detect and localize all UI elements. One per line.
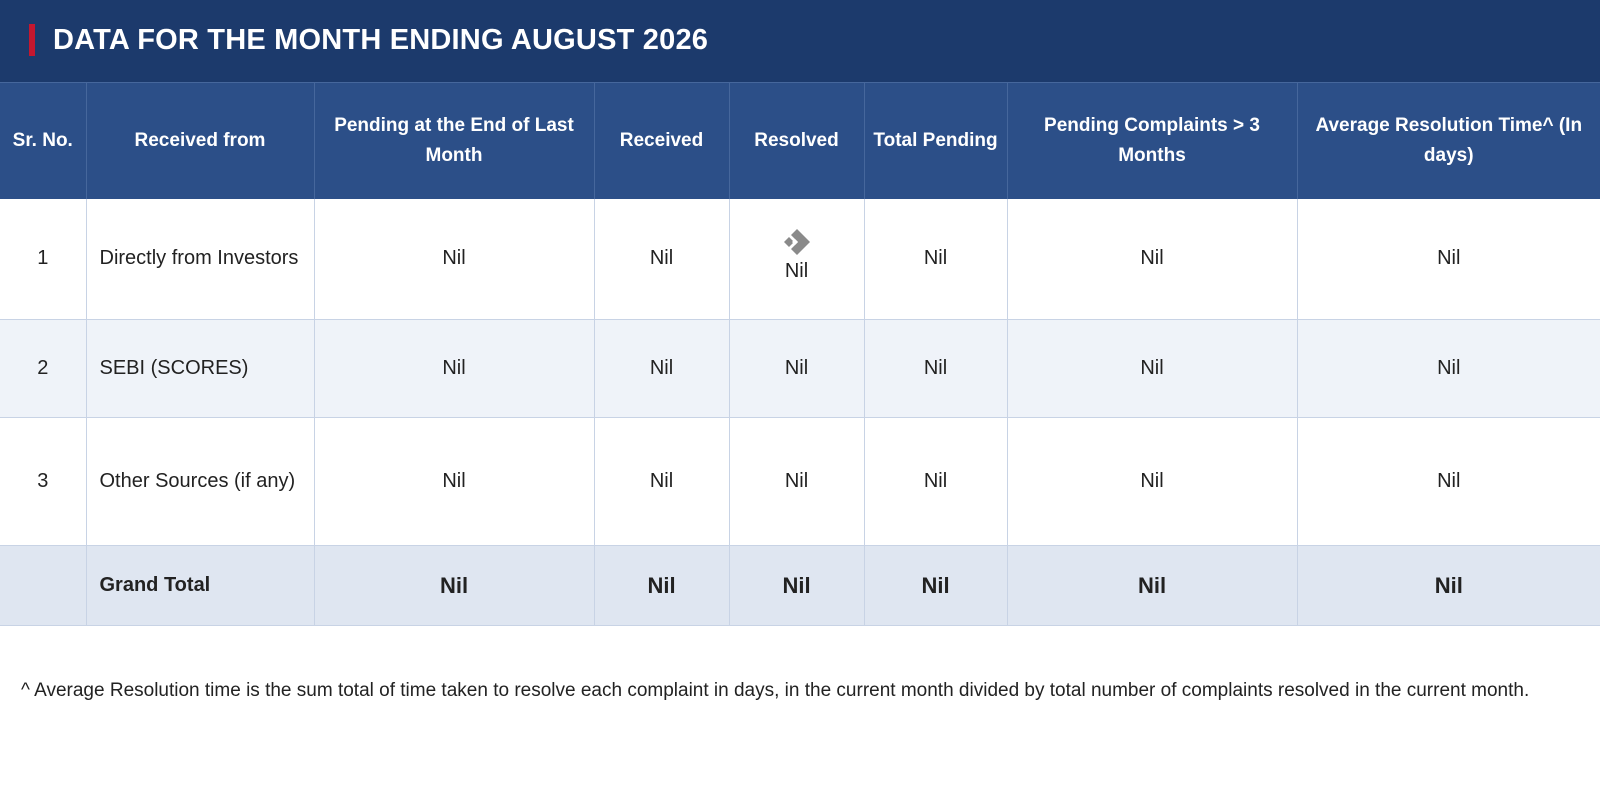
cell-avg-time: Nil (1296, 198, 1600, 320)
cell-resolved: Nil (728, 417, 864, 546)
cell-received: Nil (593, 198, 729, 320)
cell-sr-no: 3 (0, 417, 86, 546)
cell-source: Directly from Investors (85, 198, 314, 320)
header-resolved: Resolved (728, 82, 864, 199)
header-received-from: Received from (85, 82, 314, 199)
footnote: ^ Average Resolution time is the sum tot… (21, 680, 1530, 701)
header-pending-3-months: Pending Complaints > 3 Months (1006, 82, 1297, 199)
cell-pending-3m: Nil (1006, 198, 1297, 320)
total-avg-time: Nil (1296, 545, 1600, 626)
complaints-table: Sr. No. Received from Pending at the End… (0, 82, 1600, 626)
total-total-pending: Nil (863, 545, 1007, 626)
cell-total-pending: Nil (863, 417, 1007, 546)
cell-sr-no: 1 (0, 198, 86, 320)
header-avg-resolution-time: Average Resolution Time^ (In days) (1296, 82, 1600, 199)
header-total-pending: Total Pending (863, 82, 1007, 199)
cell-total-pending: Nil (863, 198, 1007, 320)
title-bar: DATA FOR THE MONTH ENDING AUGUST 2026 (0, 0, 1600, 82)
grand-total-row: Grand Total Nil Nil Nil Nil Nil Nil (0, 545, 1600, 626)
total-pending-3m: Nil (1006, 545, 1297, 626)
title-accent-bar (29, 24, 35, 56)
table-row: 1 Directly from Investors Nil Nil Nil Ni… (0, 198, 1600, 320)
cell-resolved-with-mark: Nil (728, 198, 864, 320)
cell-total-pending: Nil (863, 319, 1007, 418)
cell-pending-3m: Nil (1006, 417, 1297, 546)
cell-received: Nil (593, 319, 729, 418)
total-resolved: Nil (728, 545, 864, 626)
grand-total-label: Grand Total (85, 545, 314, 626)
diamond-arrow-icon (783, 229, 810, 256)
header-received: Received (593, 82, 729, 199)
total-pending-last: Nil (313, 545, 594, 626)
header-pending-last-month: Pending at the End of Last Month (313, 82, 594, 199)
cell-resolved: Nil (784, 260, 809, 283)
cell-avg-time: Nil (1296, 417, 1600, 546)
cell-sr-no: 2 (0, 319, 86, 418)
cell-received: Nil (593, 417, 729, 546)
table-header-row: Sr. No. Received from Pending at the End… (0, 82, 1600, 199)
cell-pending-3m: Nil (1006, 319, 1297, 418)
table-row: 3 Other Sources (if any) Nil Nil Nil Nil… (0, 417, 1600, 546)
cell-resolved: Nil (728, 319, 864, 418)
cell-source: Other Sources (if any) (85, 417, 314, 546)
total-received: Nil (593, 545, 729, 626)
cell-pending-last: Nil (313, 417, 594, 546)
cell-pending-last: Nil (313, 198, 594, 320)
cell-source: SEBI (SCORES) (85, 319, 314, 418)
cell-sr-no-empty (0, 545, 86, 626)
cell-avg-time: Nil (1296, 319, 1600, 418)
page-title: DATA FOR THE MONTH ENDING AUGUST 2026 (53, 24, 709, 56)
table-row: 2 SEBI (SCORES) Nil Nil Nil Nil Nil Nil (0, 319, 1600, 418)
cell-pending-last: Nil (313, 319, 594, 418)
header-sr-no: Sr. No. (0, 82, 86, 199)
